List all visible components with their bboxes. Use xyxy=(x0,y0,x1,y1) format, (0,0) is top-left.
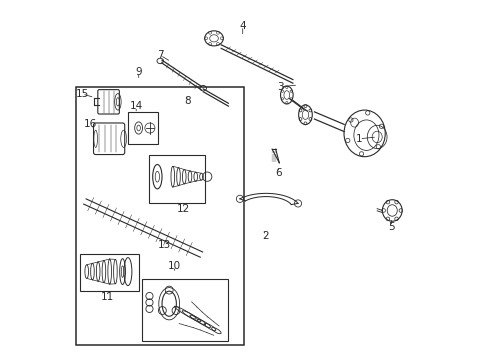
Text: 4: 4 xyxy=(239,21,245,31)
Bar xyxy=(149,155,204,203)
Text: 11: 11 xyxy=(101,292,114,302)
Text: 13: 13 xyxy=(158,240,171,250)
Bar xyxy=(76,87,244,345)
Text: 6: 6 xyxy=(275,168,281,178)
Text: 8: 8 xyxy=(183,96,190,106)
Text: 5: 5 xyxy=(387,222,394,231)
Text: 3: 3 xyxy=(277,82,283,92)
Text: 1: 1 xyxy=(355,134,362,144)
Text: 16: 16 xyxy=(83,120,97,129)
Text: 14: 14 xyxy=(129,102,142,112)
Bar xyxy=(142,279,228,341)
Text: 10: 10 xyxy=(168,261,181,271)
Text: 7: 7 xyxy=(157,50,163,60)
Text: 9: 9 xyxy=(135,67,142,77)
Text: 2: 2 xyxy=(262,231,269,240)
Bar xyxy=(128,112,158,144)
Text: 15: 15 xyxy=(75,89,88,99)
Text: 12: 12 xyxy=(177,204,190,214)
Bar xyxy=(80,253,139,291)
